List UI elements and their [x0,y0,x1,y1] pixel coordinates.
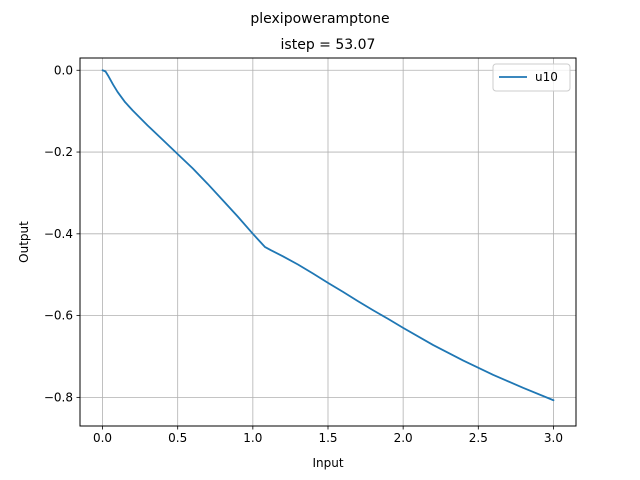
x-axis-label: Input [312,456,343,470]
y-axis-label: Output [17,221,31,263]
x-tick-label: 0.0 [93,431,112,445]
grid [80,58,576,426]
x-tick-label: 3.0 [544,431,563,445]
chart-title: istep = 53.07 [281,37,376,53]
y-axis-ticks: 0.0 −0.2 −0.4 −0.6 −0.8 [44,63,80,404]
y-tick-label: −0.4 [44,227,73,241]
y-tick-label: −0.2 [44,145,73,159]
legend: u10 [492,63,571,92]
series-line-u10 [101,69,555,402]
x-tick-label: 2.5 [469,431,488,445]
y-tick-label: 0.0 [54,63,73,77]
legend-label-u10: u10 [535,70,558,84]
x-tick-label: 2.0 [394,431,413,445]
y-tick-label: −0.8 [44,390,73,404]
series-layer [101,69,555,402]
x-tick-label: 1.5 [318,431,337,445]
chart-suptitle: plexipoweramptone [250,11,389,27]
x-tick-label: 1.0 [243,431,262,445]
legend-box [492,63,571,92]
x-tick-label: 0.5 [168,431,187,445]
y-tick-label: −0.6 [44,309,73,323]
x-axis-ticks: 0.0 0.5 1.0 1.5 2.0 2.5 3.0 [93,426,563,445]
